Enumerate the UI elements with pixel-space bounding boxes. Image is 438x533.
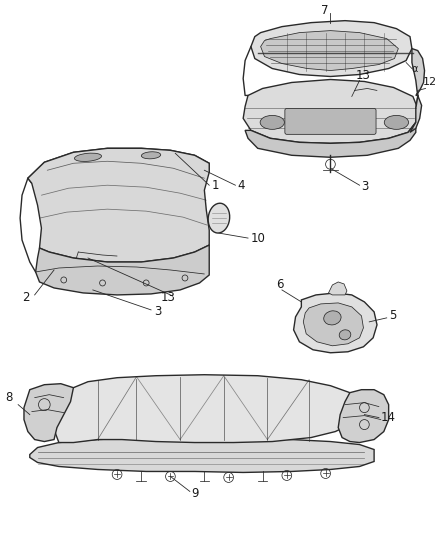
Text: 13: 13 <box>356 69 371 82</box>
Ellipse shape <box>384 116 409 130</box>
Text: 9: 9 <box>191 487 198 500</box>
Polygon shape <box>28 148 209 183</box>
Polygon shape <box>243 79 418 143</box>
Text: 4: 4 <box>237 179 245 192</box>
Text: α: α <box>412 63 418 74</box>
Text: 3: 3 <box>154 305 161 318</box>
Text: 10: 10 <box>251 231 266 245</box>
Ellipse shape <box>141 152 161 159</box>
Text: 5: 5 <box>389 309 396 322</box>
Polygon shape <box>24 384 74 441</box>
FancyBboxPatch shape <box>285 108 376 134</box>
Polygon shape <box>338 390 389 442</box>
Ellipse shape <box>74 153 102 161</box>
Ellipse shape <box>208 203 230 233</box>
Polygon shape <box>251 21 412 77</box>
Polygon shape <box>303 303 364 346</box>
Polygon shape <box>30 438 374 472</box>
Text: 6: 6 <box>276 278 284 292</box>
Text: 14: 14 <box>381 411 396 424</box>
Text: 1: 1 <box>212 179 219 192</box>
Ellipse shape <box>260 116 284 130</box>
Text: 13: 13 <box>161 292 176 304</box>
Polygon shape <box>28 148 209 262</box>
Polygon shape <box>410 49 424 132</box>
Polygon shape <box>35 245 209 295</box>
Text: 2: 2 <box>22 292 29 304</box>
Polygon shape <box>328 282 347 295</box>
Polygon shape <box>54 375 357 442</box>
Text: 12: 12 <box>423 77 437 87</box>
Polygon shape <box>261 30 398 70</box>
Ellipse shape <box>324 311 341 325</box>
Ellipse shape <box>339 330 351 340</box>
Polygon shape <box>245 123 416 157</box>
Text: 8: 8 <box>6 391 13 404</box>
Polygon shape <box>293 293 377 353</box>
Text: 7: 7 <box>321 4 328 17</box>
Text: 3: 3 <box>361 180 369 193</box>
